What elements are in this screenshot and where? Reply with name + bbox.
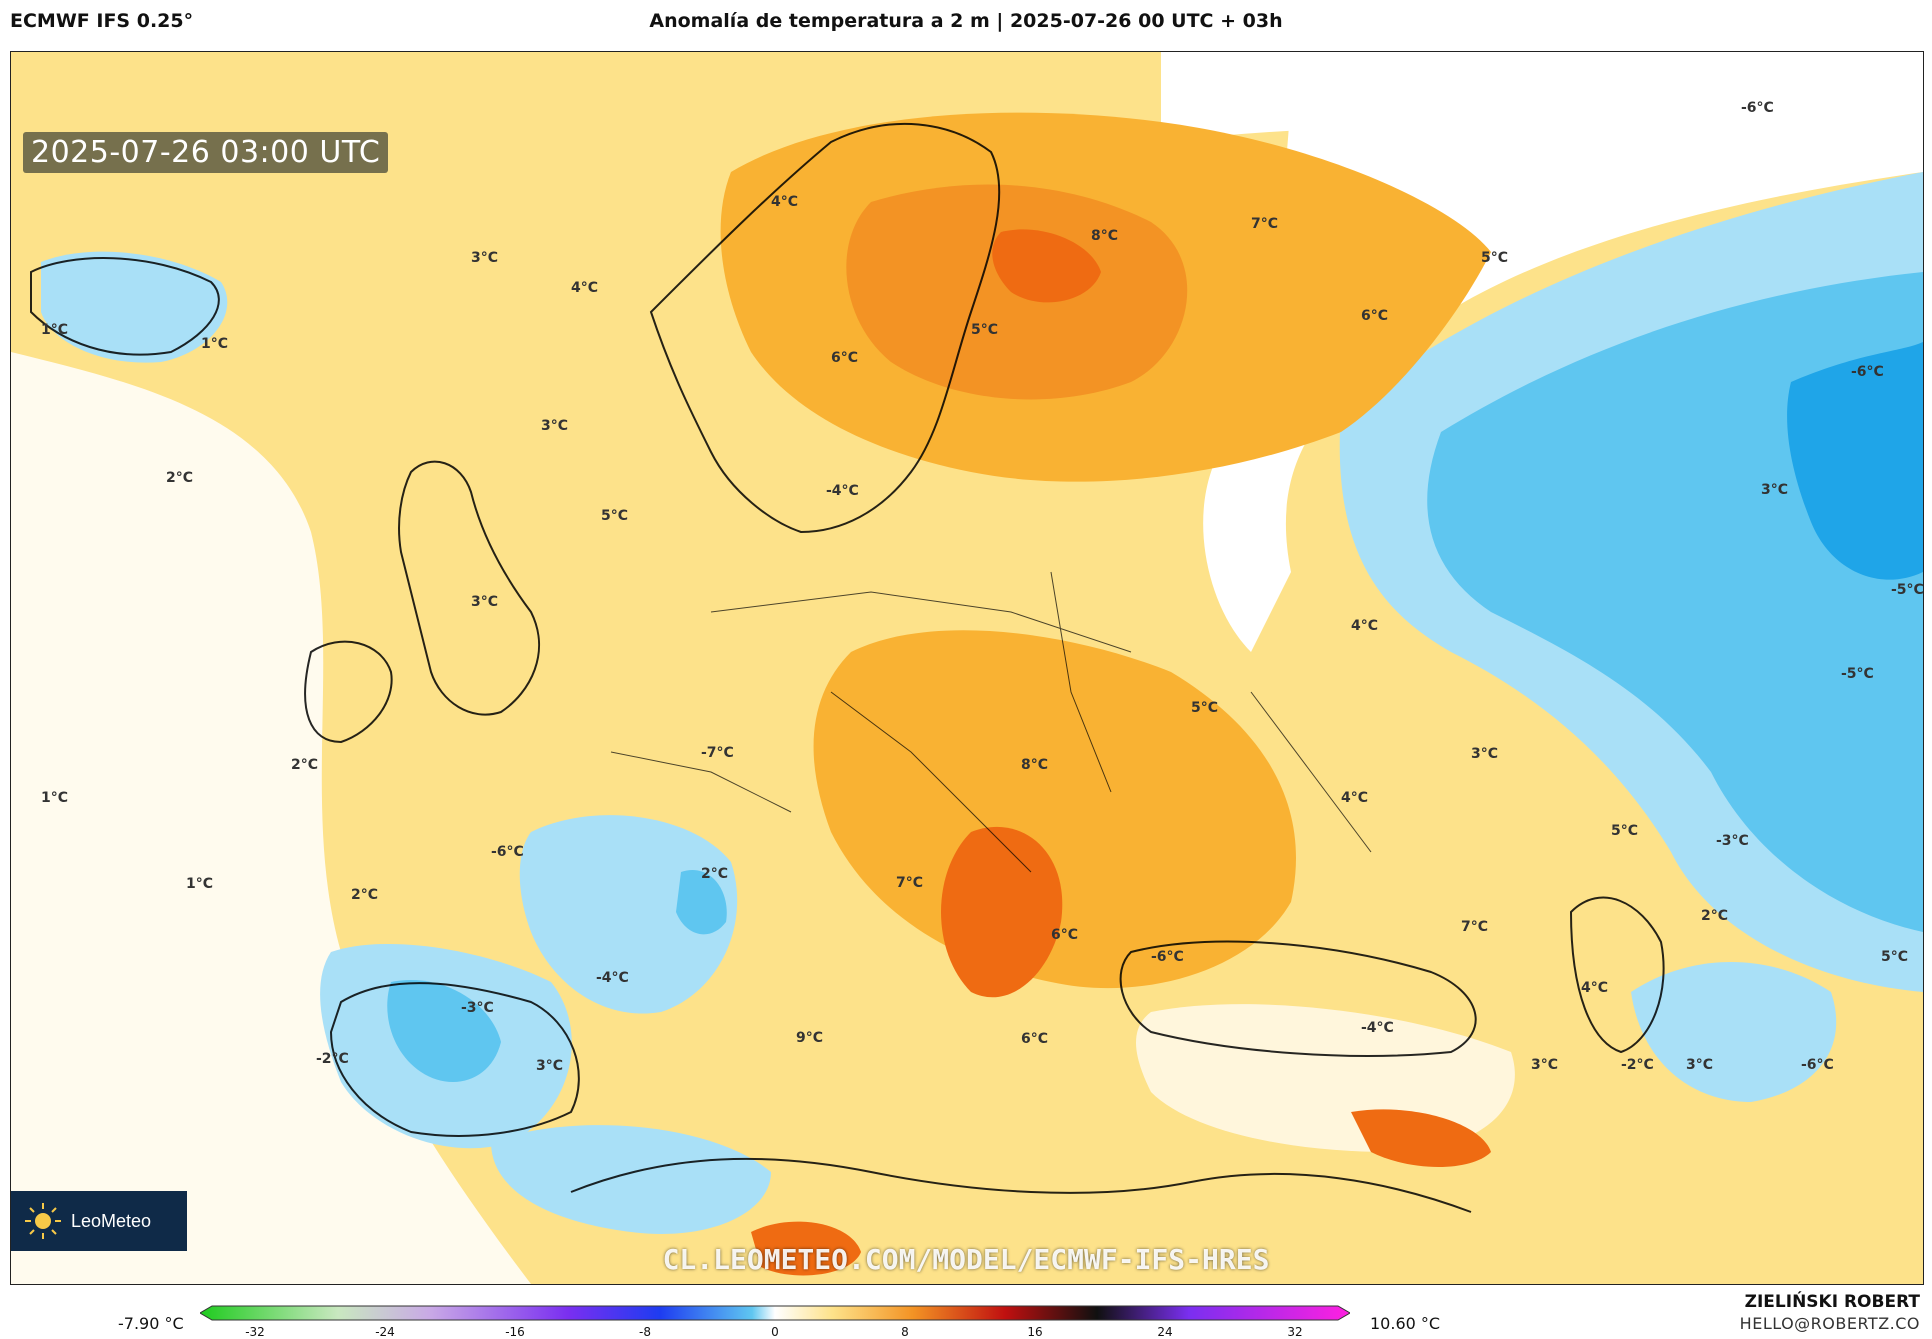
temperature-label: 3°C [541, 418, 568, 434]
temperature-label: 3°C [471, 594, 498, 610]
temperature-label: 7°C [1251, 216, 1278, 232]
author-credit: ZIELIŃSKI ROBERT [1744, 1292, 1920, 1312]
temperature-label: 8°C [1021, 757, 1048, 773]
color-scale-tick-label: 0 [771, 1325, 779, 1339]
temperature-label: 2°C [291, 757, 318, 773]
scale-max-value: 10.60 °C [1370, 1314, 1441, 1333]
temperature-label: -6°C [1151, 949, 1184, 965]
temperature-label: -6°C [1851, 364, 1884, 380]
leometeo-logo: LeoMeteo [11, 1191, 187, 1251]
temperature-label: 7°C [896, 875, 923, 891]
color-scale-tick-label: -16 [505, 1325, 525, 1339]
map-title: Anomalía de temperatura a 2 m | 2025-07-… [649, 10, 1283, 32]
temperature-label: 1°C [201, 336, 228, 352]
source-url-watermark: CL.LEOMETEO.COM/MODEL/ECMWF-IFS-HRES [662, 1243, 1270, 1276]
temperature-label: -6°C [1741, 100, 1774, 116]
temperature-label: -5°C [1841, 666, 1874, 682]
map-panel[interactable]: 4°C 8°C 7°C -6°C 5°C 3°C 4°C 1°C 1°C 5°C 6°C 6°C -6°… [10, 51, 1924, 1285]
temperature-label: 2°C [701, 866, 728, 882]
temperature-label: 6°C [831, 350, 858, 366]
temperature-label: -6°C [491, 844, 524, 860]
temperature-label: 5°C [1881, 949, 1908, 965]
temperature-label: 4°C [1341, 790, 1368, 806]
color-scale-tick-label: -8 [639, 1325, 651, 1339]
temperature-label: 5°C [1481, 250, 1508, 266]
temperature-label: 3°C [471, 250, 498, 266]
timestamp-badge: 2025-07-26 03:00 UTC [23, 132, 389, 173]
color-scale-tick-label: -32 [245, 1325, 265, 1339]
temperature-label: -4°C [1361, 1020, 1394, 1036]
temperature-label: 1°C [186, 876, 213, 892]
contact-email: HELLO@ROBERTZ.CO [1739, 1314, 1920, 1333]
temperature-label: 2°C [166, 470, 193, 486]
temperature-label: -3°C [1716, 833, 1749, 849]
temperature-label: -4°C [826, 483, 859, 499]
color-scale-tick-label: 32 [1287, 1325, 1303, 1339]
temperature-label: -3°C [461, 1000, 494, 1016]
temperature-label: 6°C [1051, 927, 1078, 943]
temperature-label: 4°C [571, 280, 598, 296]
temperature-label: 4°C [1581, 980, 1608, 996]
temperature-label: 8°C [1091, 228, 1118, 244]
temperature-label: 3°C [1761, 482, 1788, 498]
temperature-label: 5°C [601, 508, 628, 524]
color-scale-bar [200, 1305, 1350, 1321]
scale-min-value: -7.90 °C [118, 1314, 184, 1333]
temperature-label: 3°C [536, 1058, 563, 1074]
temperature-label: 3°C [1471, 746, 1498, 762]
temperature-label: 6°C [1021, 1031, 1048, 1047]
temperature-label: 2°C [351, 887, 378, 903]
temperature-label: 6°C [1361, 308, 1388, 324]
temperature-label: 1°C [41, 322, 68, 338]
temperature-label: 4°C [1351, 618, 1378, 634]
temperature-value-labels: 4°C 8°C 7°C -6°C 5°C 3°C 4°C 1°C 1°C 5°C 6°C 6°C -6°… [41, 100, 1923, 1074]
temperature-label: -2°C [316, 1051, 349, 1067]
temperature-label: -2°C [1621, 1057, 1654, 1073]
logo-text: LeoMeteo [71, 1210, 152, 1231]
temperature-label: 1°C [41, 790, 68, 806]
temperature-label: 9°C [796, 1030, 823, 1046]
temperature-label: 5°C [1611, 823, 1638, 839]
temperature-label: -5°C [1891, 582, 1923, 598]
temperature-label: 7°C [1461, 919, 1488, 935]
temperature-label: 5°C [1191, 700, 1218, 716]
color-scale-tick-label: -24 [375, 1325, 395, 1339]
temperature-label: -6°C [1801, 1057, 1834, 1073]
color-scale-tick-label: 8 [901, 1325, 909, 1339]
temperature-label: 5°C [971, 322, 998, 338]
color-scale-tick-label: 16 [1027, 1325, 1043, 1339]
temperature-label: 4°C [771, 194, 798, 210]
temperature-label: 3°C [1531, 1057, 1558, 1073]
model-label: ECMWF IFS 0.25° [10, 10, 194, 32]
temperature-label: -7°C [701, 745, 734, 761]
color-scale-tick-label: 24 [1157, 1325, 1173, 1339]
sun-icon [25, 1203, 61, 1239]
temperature-label: 3°C [1686, 1057, 1713, 1073]
temperature-label: 2°C [1701, 908, 1728, 924]
anomaly-map: 4°C 8°C 7°C -6°C 5°C 3°C 4°C 1°C 1°C 5°C 6°C 6°C -6°… [11, 52, 1923, 1284]
temperature-label: -4°C [596, 970, 629, 986]
